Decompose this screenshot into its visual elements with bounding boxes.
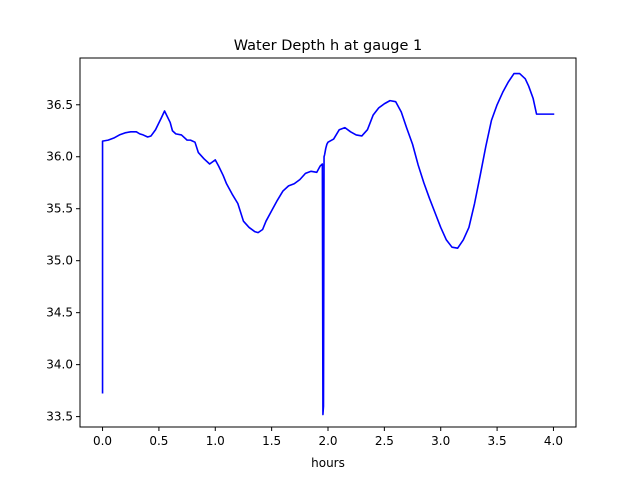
series-line-1 — [101, 72, 555, 416]
y-tick-label: 36.5 — [46, 98, 73, 112]
y-tick-label: 34.0 — [46, 358, 73, 372]
y-tick-label: 33.5 — [46, 410, 73, 424]
x-tick-label: 2.0 — [318, 434, 337, 448]
x-tick-label: 1.0 — [206, 434, 225, 448]
y-tick-label: 35.0 — [46, 254, 73, 268]
x-tick-label: 0.0 — [93, 434, 112, 448]
x-axis-label: hours — [311, 456, 345, 470]
axes-layer: 0.0 0.5 1.0 1.5 2.0 2.5 3.0 3.5 4.0 33.5 34.0 34.5 3… — [46, 57, 577, 448]
y-tick-label: 34.5 — [46, 306, 73, 320]
x-tick-label: 3.5 — [488, 434, 507, 448]
chart-title: Water Depth h at gauge 1 — [234, 38, 422, 54]
y-tick-label: 36.0 — [46, 150, 73, 164]
plot-layer — [101, 72, 555, 416]
x-tick-label: 1.5 — [262, 434, 281, 448]
x-tick-label: 2.5 — [375, 434, 394, 448]
x-tick-label: 4.0 — [544, 434, 563, 448]
x-tick-label: 0.5 — [149, 434, 168, 448]
y-tick-label: 35.5 — [46, 202, 73, 216]
x-tick-label: 3.0 — [431, 434, 450, 448]
